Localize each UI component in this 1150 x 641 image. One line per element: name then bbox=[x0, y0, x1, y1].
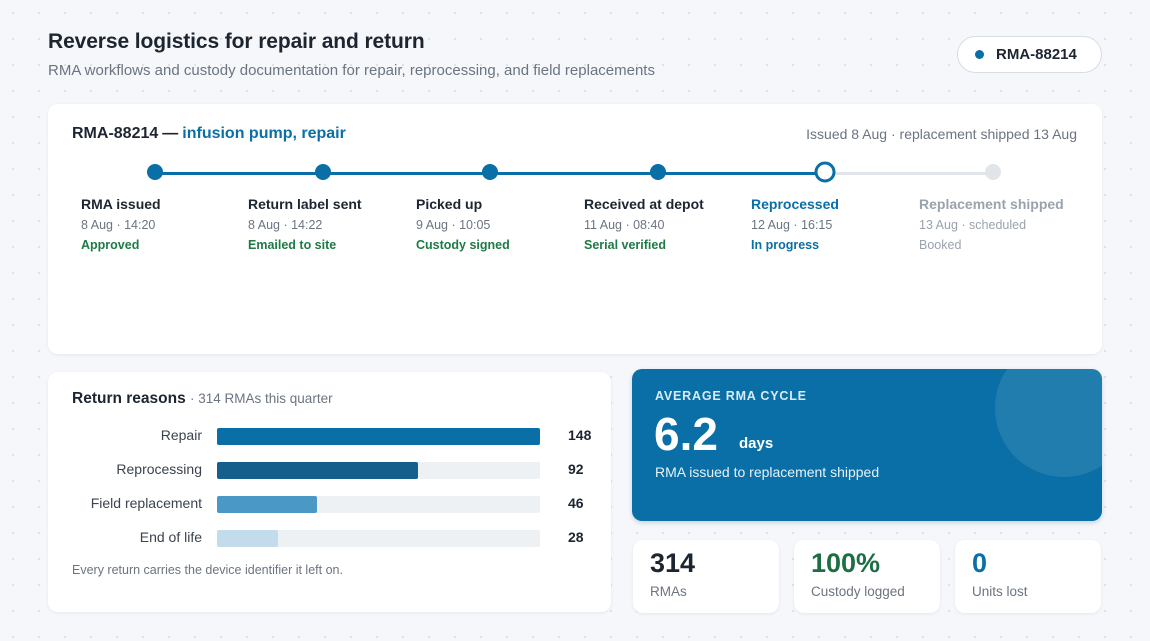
reason-label: Repair bbox=[160, 427, 202, 443]
reason-value: 148 bbox=[568, 427, 592, 443]
step-label: Received at depot bbox=[584, 196, 704, 212]
stat-value: 0 bbox=[972, 548, 988, 578]
reason-row: Reprocessing 92 bbox=[48, 460, 611, 480]
step-time: 13 Aug · scheduled bbox=[919, 218, 1027, 232]
timeline-step[interactable]: RMA issued 8 Aug · 14:20 Approved bbox=[81, 196, 246, 252]
cycle-eyebrow: AVERAGE RMA CYCLE bbox=[655, 389, 807, 403]
return-reasons-card: Return reasons · 314 RMAs this quarter R… bbox=[48, 372, 611, 612]
return-reasons-heading: Return reasons bbox=[72, 390, 186, 407]
step-time: 12 Aug · 16:15 bbox=[751, 218, 833, 232]
return-reasons-footnote: Every return carries the device identifi… bbox=[72, 563, 343, 577]
timeline-node-pending[interactable] bbox=[985, 164, 1001, 180]
reason-value: 28 bbox=[568, 529, 584, 545]
reason-bar-track bbox=[217, 530, 540, 547]
reason-label: End of life bbox=[139, 529, 202, 545]
step-time: 8 Aug · 14:20 bbox=[81, 218, 156, 232]
stat-value: 314 bbox=[650, 548, 696, 578]
step-label: RMA issued bbox=[81, 196, 161, 212]
step-status: Serial verified bbox=[584, 238, 666, 252]
reason-bar[interactable] bbox=[217, 462, 418, 479]
cycle-unit: days bbox=[739, 435, 774, 452]
page-title: Reverse logistics for repair and return bbox=[48, 30, 425, 53]
timeline-title: RMA-88214— infusion pump, repair bbox=[72, 125, 346, 143]
stat-card: 100% Custody logged bbox=[794, 540, 940, 613]
step-time: 9 Aug · 10:05 bbox=[416, 218, 491, 232]
cycle-value: 6.2 bbox=[654, 408, 718, 460]
timeline-node-current[interactable] bbox=[814, 161, 836, 183]
step-label: Reprocessed bbox=[751, 196, 839, 212]
stat-value: 100% bbox=[811, 548, 881, 578]
reason-row: End of life 28 bbox=[48, 528, 611, 548]
reason-bar-track bbox=[217, 428, 540, 445]
step-label: Return label sent bbox=[248, 196, 362, 212]
timeline-item-link[interactable]: infusion pump, repair bbox=[182, 125, 346, 142]
step-label: Replacement shipped bbox=[919, 196, 1064, 212]
stat-label: Units lost bbox=[972, 584, 1028, 599]
step-time: 8 Aug · 14:22 bbox=[248, 218, 323, 232]
timeline-step[interactable]: Replacement shipped 13 Aug · scheduled Boo… bbox=[919, 196, 1084, 252]
reason-value: 46 bbox=[568, 495, 584, 511]
step-status: Custody signed bbox=[416, 238, 510, 252]
timeline-node-done[interactable] bbox=[315, 164, 331, 180]
timeline-step[interactable]: Reprocessed 12 Aug · 16:15 In progress bbox=[751, 196, 916, 252]
stat-card: 0 Units lost bbox=[955, 540, 1101, 613]
rma-badge[interactable]: RMA-88214 bbox=[957, 36, 1102, 73]
timeline-track-pending bbox=[825, 172, 993, 175]
decorative-circle bbox=[995, 369, 1102, 477]
stat-label: RMAs bbox=[650, 584, 687, 599]
step-status: Approved bbox=[81, 238, 140, 252]
status-dot-icon bbox=[975, 50, 984, 59]
reason-bar-track bbox=[217, 496, 540, 513]
timeline-node-done[interactable] bbox=[482, 164, 498, 180]
timeline-step[interactable]: Picked up 9 Aug · 10:05 Custody signed bbox=[416, 196, 581, 252]
reason-label: Field replacement bbox=[90, 495, 202, 511]
return-reasons-title: Return reasons · 314 RMAs this quarter bbox=[72, 390, 333, 408]
step-status: Emailed to site bbox=[248, 238, 337, 252]
reason-bar[interactable] bbox=[217, 530, 279, 547]
cycle-description: RMA issued to replacement shipped bbox=[655, 464, 880, 480]
reason-bar-track bbox=[217, 462, 540, 479]
timeline-node-done[interactable] bbox=[147, 164, 163, 180]
return-reasons-subtitle: · 314 RMAs this quarter bbox=[190, 391, 333, 406]
step-status: In progress bbox=[751, 238, 820, 252]
stat-label: Custody logged bbox=[811, 584, 905, 599]
reason-value: 92 bbox=[568, 461, 584, 477]
reason-row: Field replacement 46 bbox=[48, 494, 611, 514]
average-cycle-card: AVERAGE RMA CYCLE 6.2 days RMA issued to… bbox=[632, 369, 1102, 521]
timeline-step[interactable]: Received at depot 11 Aug · 08:40 Serial ve… bbox=[584, 196, 749, 252]
step-status: Booked bbox=[919, 238, 962, 252]
reason-row: Repair 148 bbox=[48, 426, 611, 446]
rma-badge-label: RMA-88214 bbox=[996, 46, 1077, 63]
timeline-rma-id: RMA-88214 bbox=[72, 125, 159, 142]
timeline-separator: — bbox=[162, 125, 179, 142]
step-label: Picked up bbox=[416, 196, 483, 212]
rma-timeline-card: RMA-88214— infusion pump, repair Issued 8… bbox=[48, 104, 1102, 354]
reason-bar[interactable] bbox=[217, 428, 540, 445]
reason-label: Reprocessing bbox=[116, 461, 202, 477]
page-subtitle: RMA workflows and custody documentation … bbox=[48, 62, 655, 79]
timeline-node-done[interactable] bbox=[650, 164, 666, 180]
timeline-meta: Issued 8 Aug · replacement shipped 13 Au… bbox=[806, 126, 1077, 142]
step-time: 11 Aug · 08:40 bbox=[584, 218, 665, 232]
stat-card: 314 RMAs bbox=[633, 540, 779, 613]
timeline-step[interactable]: Return label sent 8 Aug · 14:22 Emailed to… bbox=[248, 196, 413, 252]
reason-bar[interactable] bbox=[217, 496, 318, 513]
